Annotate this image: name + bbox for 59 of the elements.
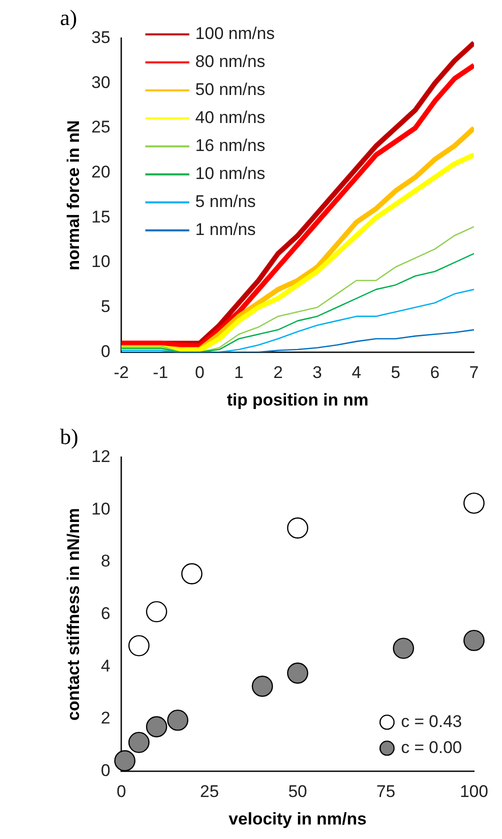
point <box>146 601 168 622</box>
y-tick-label: 25 <box>91 118 110 137</box>
point <box>287 662 308 684</box>
x-tick-label: -1 <box>152 363 168 382</box>
y-axis-title: normal force in nN <box>64 120 83 270</box>
y-tick-label: 20 <box>91 162 110 182</box>
point <box>252 676 273 697</box>
point <box>287 517 308 539</box>
x-tick-label: 0 <box>194 363 204 382</box>
y-tick-label: 2 <box>100 708 110 728</box>
y-tick-label: 0 <box>100 342 110 361</box>
legend-label: 16 nm/ns <box>195 136 266 156</box>
y-tick-label: 10 <box>91 499 110 518</box>
x-tick-label: 2 <box>273 363 283 382</box>
x-axis-title: tip position in nm <box>226 390 368 410</box>
point <box>146 716 168 738</box>
y-axis-title: contact stiffness in nN/nm <box>64 508 83 721</box>
x-tick-label: 75 <box>376 782 396 802</box>
x-tick-label: 3 <box>312 363 322 382</box>
point <box>392 638 414 659</box>
y-tick-label: 10 <box>91 252 110 272</box>
legend-label: 5 nm/ns <box>195 192 256 212</box>
x-tick-label: 25 <box>200 782 219 802</box>
legend-label: 100 nm/ns <box>195 24 275 44</box>
x-tick-label: 6 <box>430 363 440 382</box>
y-tick-label: 5 <box>100 297 110 316</box>
y-tick-label: 0 <box>100 760 110 780</box>
x-axis-title: velocity in nm/ns <box>228 809 367 828</box>
y-tick-label: 4 <box>100 656 110 676</box>
point <box>463 492 485 514</box>
point <box>128 635 150 656</box>
x-tick-label: 100 <box>460 782 488 802</box>
legend-label: c = 0.00 <box>401 738 462 757</box>
point <box>128 732 150 754</box>
chart-title: b) <box>60 424 78 449</box>
y-tick-label: 15 <box>91 207 110 226</box>
point <box>463 630 485 652</box>
point <box>167 710 188 731</box>
x-tick-label: -2 <box>114 363 129 382</box>
y-tick-label: 30 <box>91 72 110 92</box>
y-tick-label: 6 <box>100 604 110 623</box>
x-tick-label: 1 <box>234 363 244 382</box>
y-tick-label: 35 <box>91 28 110 48</box>
legend-label: 40 nm/ns <box>195 108 266 128</box>
legend-label: 80 nm/ns <box>195 52 266 72</box>
y-tick-label: 12 <box>91 447 110 466</box>
legend-label: 10 nm/ns <box>195 164 266 184</box>
x-tick-label: 7 <box>469 363 479 382</box>
x-tick-label: 50 <box>288 782 308 802</box>
point <box>181 563 202 584</box>
y-tick-label: 8 <box>100 552 110 571</box>
x-tick-label: 4 <box>352 363 362 382</box>
x-tick-label: 0 <box>116 782 126 802</box>
point <box>114 750 136 772</box>
chart-title: a) <box>60 4 78 30</box>
x-tick-label: 5 <box>390 363 400 382</box>
legend-label: 50 nm/ns <box>195 80 266 100</box>
legend-label: 1 nm/ns <box>195 220 256 240</box>
legend-label: c = 0.43 <box>401 712 462 731</box>
